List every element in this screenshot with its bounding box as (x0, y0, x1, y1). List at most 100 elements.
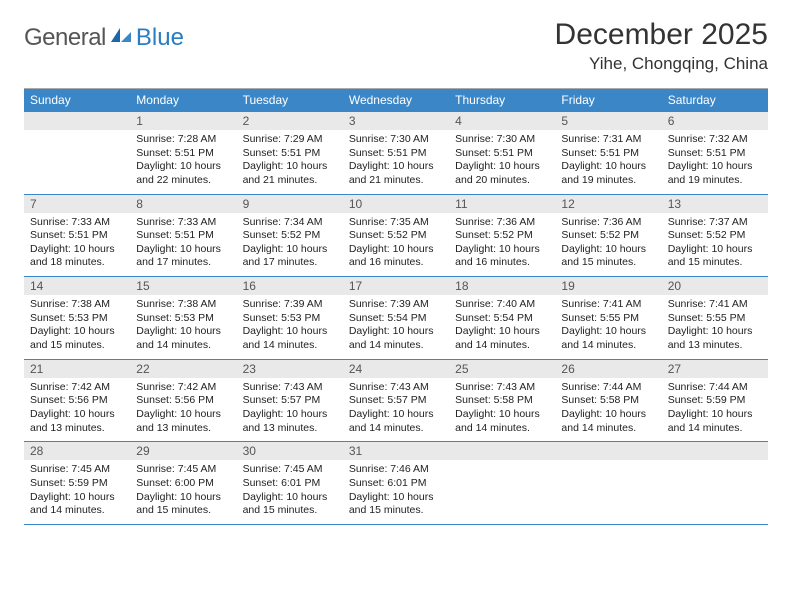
daylight-text: Daylight: 10 hours and 17 minutes. (243, 243, 337, 270)
day-number: 21 (24, 360, 130, 378)
sunrise-text: Sunrise: 7:31 AM (561, 133, 655, 147)
week-row: 14Sunrise: 7:38 AMSunset: 5:53 PMDayligh… (24, 277, 768, 360)
sunrise-text: Sunrise: 7:44 AM (561, 381, 655, 395)
day-details: Sunrise: 7:43 AMSunset: 5:57 PMDaylight:… (343, 378, 449, 442)
sunset-text: Sunset: 5:53 PM (30, 312, 124, 326)
daylight-text: Daylight: 10 hours and 19 minutes. (561, 160, 655, 187)
sunrise-text: Sunrise: 7:38 AM (136, 298, 230, 312)
sunset-text: Sunset: 5:59 PM (30, 477, 124, 491)
sunset-text: Sunset: 5:57 PM (243, 394, 337, 408)
sunset-text: Sunset: 5:51 PM (668, 147, 762, 161)
calendar-grid: SundayMondayTuesdayWednesdayThursdayFrid… (24, 88, 768, 525)
day-details: Sunrise: 7:29 AMSunset: 5:51 PMDaylight:… (237, 130, 343, 194)
sunrise-text: Sunrise: 7:42 AM (136, 381, 230, 395)
day-details: Sunrise: 7:45 AMSunset: 6:00 PMDaylight:… (130, 460, 236, 524)
day-details: Sunrise: 7:30 AMSunset: 5:51 PMDaylight:… (343, 130, 449, 194)
sunset-text: Sunset: 5:53 PM (243, 312, 337, 326)
sunset-text: Sunset: 5:51 PM (136, 147, 230, 161)
day-details: Sunrise: 7:45 AMSunset: 5:59 PMDaylight:… (24, 460, 130, 524)
daylight-text: Daylight: 10 hours and 16 minutes. (455, 243, 549, 270)
day-cell: 7Sunrise: 7:33 AMSunset: 5:51 PMDaylight… (24, 195, 130, 277)
sunset-text: Sunset: 5:54 PM (455, 312, 549, 326)
daylight-text: Daylight: 10 hours and 18 minutes. (30, 243, 124, 270)
sunrise-text: Sunrise: 7:34 AM (243, 216, 337, 230)
day-number: 29 (130, 442, 236, 460)
daylight-text: Daylight: 10 hours and 15 minutes. (349, 491, 443, 518)
sunset-text: Sunset: 5:59 PM (668, 394, 762, 408)
daylight-text: Daylight: 10 hours and 17 minutes. (136, 243, 230, 270)
sunset-text: Sunset: 5:51 PM (30, 229, 124, 243)
day-number: 15 (130, 277, 236, 295)
day-header-cell: Monday (130, 89, 236, 112)
sunrise-text: Sunrise: 7:36 AM (455, 216, 549, 230)
sunrise-text: Sunrise: 7:42 AM (30, 381, 124, 395)
day-cell: 23Sunrise: 7:43 AMSunset: 5:57 PMDayligh… (237, 360, 343, 442)
day-cell: 11Sunrise: 7:36 AMSunset: 5:52 PMDayligh… (449, 195, 555, 277)
sunset-text: Sunset: 5:51 PM (561, 147, 655, 161)
daylight-text: Daylight: 10 hours and 13 minutes. (30, 408, 124, 435)
day-cell: 15Sunrise: 7:38 AMSunset: 5:53 PMDayligh… (130, 277, 236, 359)
day-number: 9 (237, 195, 343, 213)
sunrise-text: Sunrise: 7:30 AM (455, 133, 549, 147)
daylight-text: Daylight: 10 hours and 13 minutes. (668, 325, 762, 352)
day-cell: 21 Sunrise: 7:42 AMSunset: 5:56 PMDayligh… (24, 360, 130, 442)
daylight-text: Daylight: 10 hours and 15 minutes. (561, 243, 655, 270)
sunrise-text: Sunrise: 7:44 AM (668, 381, 762, 395)
day-number: 12 (555, 195, 661, 213)
day-details: Sunrise: 7:46 AMSunset: 6:01 PMDaylight:… (343, 460, 449, 524)
page-title: December 2025 (555, 18, 768, 52)
day-header-cell: Wednesday (343, 89, 449, 112)
sunrise-text: Sunrise: 7:45 AM (30, 463, 124, 477)
day-number: 1 (130, 112, 236, 130)
day-details: Sunrise: 7:36 AMSunset: 5:52 PMDaylight:… (449, 213, 555, 277)
sunset-text: Sunset: 6:00 PM (136, 477, 230, 491)
daylight-text: Daylight: 10 hours and 14 minutes. (455, 325, 549, 352)
day-cell: 31Sunrise: 7:46 AMSunset: 6:01 PMDayligh… (343, 442, 449, 524)
day-details: Sunrise: 7:35 AMSunset: 5:52 PMDaylight:… (343, 213, 449, 277)
day-details: Sunrise: 7:37 AMSunset: 5:52 PMDaylight:… (662, 213, 768, 277)
sunrise-text: Sunrise: 7:28 AM (136, 133, 230, 147)
day-number: 26 (555, 360, 661, 378)
day-cell: 8Sunrise: 7:33 AMSunset: 5:51 PMDaylight… (130, 195, 236, 277)
sunrise-text: Sunrise: 7:39 AM (349, 298, 443, 312)
day-cell: 26Sunrise: 7:44 AMSunset: 5:58 PMDayligh… (555, 360, 661, 442)
sunrise-text: Sunrise: 7:33 AM (136, 216, 230, 230)
brand-logo: General Blue (24, 24, 184, 52)
day-number: 22 (130, 360, 236, 378)
day-header-cell: Friday (555, 89, 661, 112)
sunrise-text: Sunrise: 7:45 AM (136, 463, 230, 477)
daylight-text: Daylight: 10 hours and 19 minutes. (668, 160, 762, 187)
sunrise-text: Sunrise: 7:46 AM (349, 463, 443, 477)
header: General Blue December 2025 Yihe, Chongqi… (24, 18, 768, 74)
sunset-text: Sunset: 5:52 PM (455, 229, 549, 243)
sunset-text: Sunset: 6:01 PM (243, 477, 337, 491)
daylight-text: Daylight: 10 hours and 14 minutes. (30, 491, 124, 518)
daylight-text: Daylight: 10 hours and 21 minutes. (243, 160, 337, 187)
sunset-text: Sunset: 5:56 PM (30, 394, 124, 408)
sunrise-text: Sunrise: 7:45 AM (243, 463, 337, 477)
day-details: Sunrise: 7:38 AMSunset: 5:53 PMDaylight:… (24, 295, 130, 359)
day-number: 17 (343, 277, 449, 295)
day-details: Sunrise: 7:32 AMSunset: 5:51 PMDaylight:… (662, 130, 768, 194)
sunset-text: Sunset: 5:54 PM (349, 312, 443, 326)
daylight-text: Daylight: 10 hours and 15 minutes. (668, 243, 762, 270)
daylight-text: Daylight: 10 hours and 13 minutes. (243, 408, 337, 435)
day-number: 28 (24, 442, 130, 460)
location-label: Yihe, Chongqing, China (555, 54, 768, 74)
sunrise-text: Sunrise: 7:41 AM (668, 298, 762, 312)
day-header-cell: Thursday (449, 89, 555, 112)
daylight-text: Daylight: 10 hours and 14 minutes. (349, 408, 443, 435)
day-cell: 3Sunrise: 7:30 AMSunset: 5:51 PMDaylight… (343, 112, 449, 194)
day-number: 18 (449, 277, 555, 295)
day-header-row: SundayMondayTuesdayWednesdayThursdayFrid… (24, 89, 768, 112)
day-cell: 6Sunrise: 7:32 AMSunset: 5:51 PMDaylight… (662, 112, 768, 194)
daylight-text: Daylight: 10 hours and 15 minutes. (243, 491, 337, 518)
day-details: Sunrise: 7:39 AMSunset: 5:53 PMDaylight:… (237, 295, 343, 359)
day-cell: 5Sunrise: 7:31 AMSunset: 5:51 PMDaylight… (555, 112, 661, 194)
day-number: 30 (237, 442, 343, 460)
sunset-text: Sunset: 5:52 PM (349, 229, 443, 243)
day-number: 20 (662, 277, 768, 295)
day-details: Sunrise: 7:44 AMSunset: 5:58 PMDaylight:… (555, 378, 661, 442)
sunrise-text: Sunrise: 7:32 AM (668, 133, 762, 147)
sunset-text: Sunset: 5:58 PM (455, 394, 549, 408)
